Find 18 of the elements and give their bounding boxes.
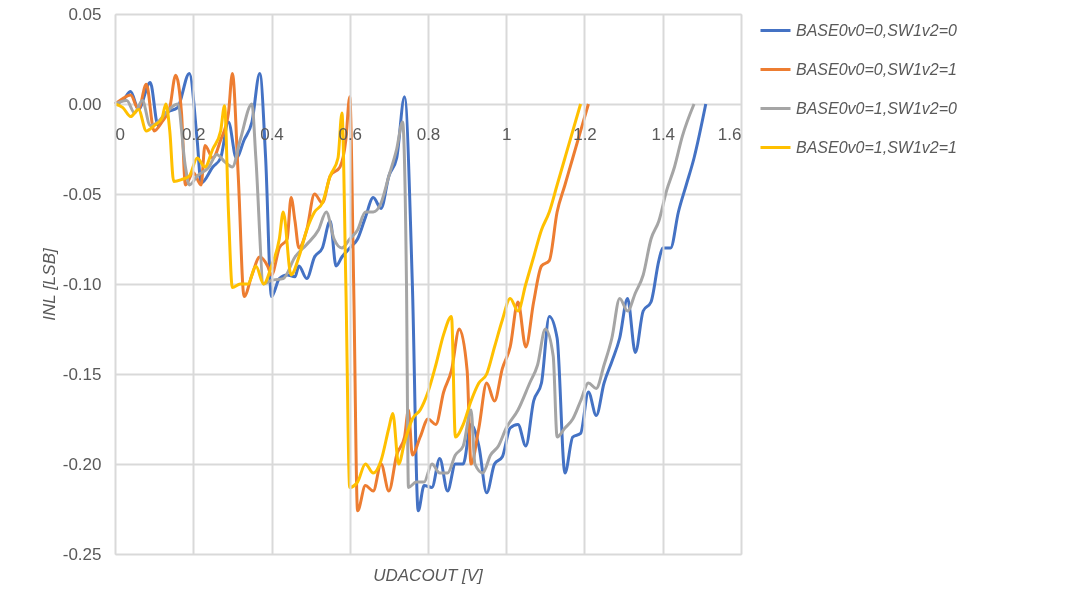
y-tick-label: -0.05 <box>62 184 102 204</box>
y-tick-label: 0.05 <box>68 4 102 24</box>
x-tick-label: 1 <box>502 124 512 144</box>
y-tick-label: -0.15 <box>62 364 102 384</box>
y-axis-title: INL [LSB] <box>39 247 59 321</box>
x-axis-title: UDACOUT [V] <box>373 566 485 585</box>
legend-label: BASE0v0=1,SW1v2=1 <box>796 138 957 156</box>
x-tick-label: 0.8 <box>416 124 441 144</box>
y-tick-label: -0.25 <box>62 544 102 564</box>
y-tick-label: -0.10 <box>62 274 102 294</box>
legend-label: BASE0v0=0,SW1v2=0 <box>796 21 958 39</box>
x-tick-label: 0 <box>115 124 125 144</box>
legend-label: BASE0v0=0,SW1v2=1 <box>796 60 957 78</box>
legend-label: BASE0v0=1,SW1v2=0 <box>796 99 958 117</box>
x-tick-label: 1.6 <box>717 124 742 144</box>
y-tick-label: 0.00 <box>68 94 102 114</box>
x-tick-label: 1.4 <box>651 124 676 144</box>
y-tick-label: -0.20 <box>62 454 102 474</box>
